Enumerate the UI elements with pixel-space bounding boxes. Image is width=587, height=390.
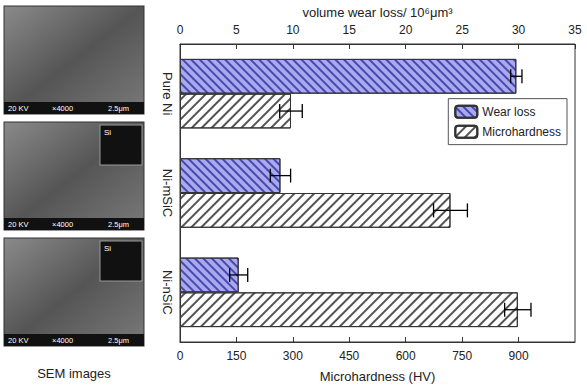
- svg-text:30: 30: [512, 23, 526, 37]
- svg-text:Microhardness: Microhardness: [482, 125, 561, 139]
- svg-text:Wear loss: Wear loss: [482, 105, 535, 119]
- svg-text:300: 300: [283, 349, 303, 363]
- svg-text:Si: Si: [104, 128, 111, 137]
- svg-text:150: 150: [226, 349, 246, 363]
- svg-text:Pure Ni: Pure Ni: [160, 72, 175, 115]
- svg-text:15: 15: [343, 23, 357, 37]
- svg-text:20: 20: [399, 23, 413, 37]
- svg-text:2.5μm: 2.5μm: [108, 220, 129, 229]
- svg-text:20 KV: 20 KV: [8, 104, 28, 113]
- svg-text:25: 25: [455, 23, 469, 37]
- svg-text:35: 35: [568, 23, 582, 37]
- svg-text:0: 0: [177, 23, 184, 37]
- svg-text:900: 900: [509, 349, 529, 363]
- svg-text:5: 5: [233, 23, 240, 37]
- svg-text:10: 10: [286, 23, 300, 37]
- svg-text:Microhardness (HV): Microhardness (HV): [320, 369, 436, 384]
- svg-text:2.5μm: 2.5μm: [108, 336, 129, 345]
- svg-text:×4000: ×4000: [52, 104, 73, 113]
- svg-text:Si: Si: [104, 244, 111, 253]
- svg-text:0: 0: [177, 349, 184, 363]
- svg-text:750: 750: [452, 349, 472, 363]
- svg-text:Ni-nSiC: Ni-nSiC: [160, 270, 175, 315]
- svg-text:volume wear loss/ 10⁶μm³: volume wear loss/ 10⁶μm³: [302, 5, 453, 20]
- svg-text:Ni-mSiC: Ni-mSiC: [160, 169, 175, 217]
- svg-text:×4000: ×4000: [52, 220, 73, 229]
- svg-text:20 KV: 20 KV: [8, 336, 28, 345]
- svg-text:×4000: ×4000: [52, 336, 73, 345]
- svg-text:SEM images: SEM images: [37, 366, 111, 381]
- svg-text:450: 450: [339, 349, 359, 363]
- svg-text:2.5μm: 2.5μm: [108, 104, 129, 113]
- svg-text:20 KV: 20 KV: [8, 220, 28, 229]
- svg-text:600: 600: [396, 349, 416, 363]
